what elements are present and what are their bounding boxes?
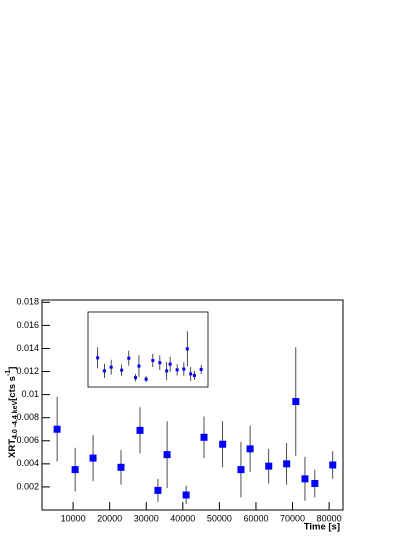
y-label-sub: 4.0 -4.4 keV — [12, 401, 19, 439]
marker — [144, 377, 148, 381]
marker — [182, 367, 186, 371]
marker — [89, 454, 97, 462]
marker — [311, 479, 319, 487]
marker — [292, 398, 300, 406]
marker — [154, 486, 162, 494]
y-tick-label: 0.008 — [16, 412, 39, 422]
y-tick-label: 0.014 — [16, 343, 39, 353]
marker — [165, 369, 169, 373]
x-tick-label: 40000 — [170, 513, 195, 523]
x-tick-label: 20000 — [97, 513, 122, 523]
y-label-sup: -1 — [5, 370, 12, 376]
marker — [185, 347, 189, 351]
marker — [127, 356, 131, 360]
marker — [283, 460, 291, 468]
y-label-part: [cts s — [7, 376, 18, 401]
marker — [168, 362, 172, 366]
x-axis-label: Time [s] — [304, 522, 340, 533]
y-tick-label: 0.002 — [16, 481, 39, 491]
marker — [137, 364, 141, 368]
x-tick-label: 60000 — [243, 513, 268, 523]
marker — [301, 475, 309, 483]
y-tick-label: 0.018 — [16, 297, 39, 307]
marker — [96, 356, 100, 360]
marker — [151, 358, 155, 362]
y-label-part: XRT — [7, 439, 18, 458]
marker — [199, 367, 203, 371]
marker — [163, 451, 171, 459]
y-tick-label: 0.004 — [16, 458, 39, 468]
x-tick-label: 50000 — [207, 513, 232, 523]
marker — [136, 426, 144, 434]
marker — [329, 461, 337, 469]
marker — [102, 369, 106, 373]
x-tick-label: 70000 — [280, 513, 305, 523]
x-tick-label: 30000 — [134, 513, 159, 523]
plot-frame — [41, 299, 344, 511]
marker — [134, 376, 138, 380]
marker — [246, 445, 254, 453]
marker — [237, 466, 245, 474]
x-tick-label: 80000 — [317, 513, 342, 523]
marker — [200, 433, 208, 441]
marker — [53, 425, 61, 433]
y-label-part: ] — [7, 367, 18, 370]
y-axis-label: XRT4.0 -4.4 keV[cts s-1] — [5, 367, 19, 458]
inset-frame — [87, 311, 209, 388]
marker — [182, 491, 190, 499]
marker — [120, 368, 124, 372]
y-tick-label: 0.006 — [16, 435, 39, 445]
marker — [189, 372, 193, 376]
y-tick-label: 0.012 — [16, 366, 39, 376]
marker — [192, 373, 196, 377]
marker — [158, 361, 162, 365]
marker — [71, 466, 79, 474]
marker — [109, 365, 113, 369]
marker — [175, 368, 179, 372]
marker — [117, 463, 125, 471]
x-tick-label: 10000 — [61, 513, 86, 523]
y-tick-label: 0.016 — [16, 320, 39, 330]
marker — [219, 440, 227, 448]
marker — [265, 462, 273, 470]
y-tick-label: 0.01 — [21, 389, 39, 399]
